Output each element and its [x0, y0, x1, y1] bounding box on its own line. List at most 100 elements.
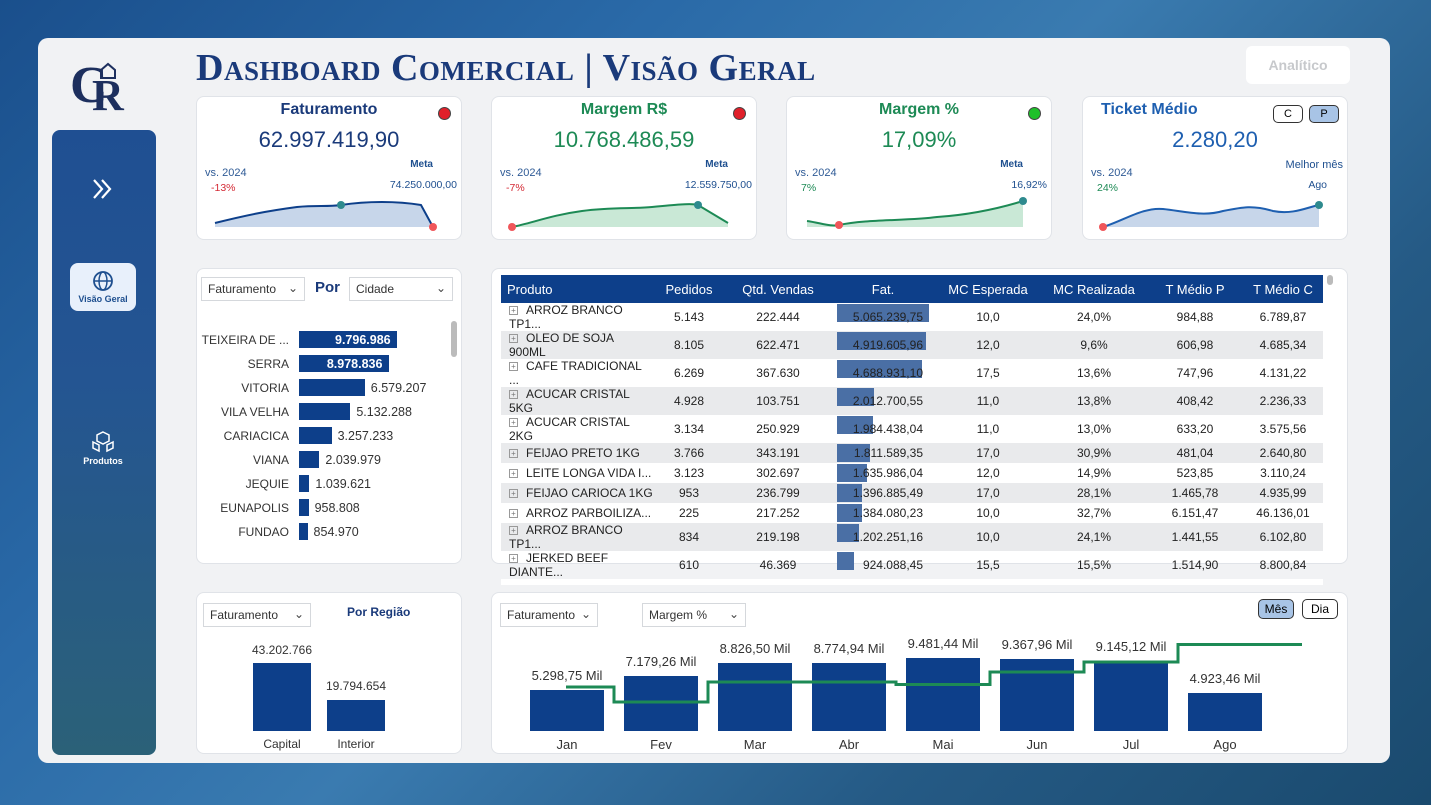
column-header[interactable]: T Médio C — [1243, 275, 1323, 303]
toggle-c-button[interactable]: C — [1273, 105, 1303, 123]
fat-cell: 1.984.438,04 — [831, 415, 935, 443]
fat-databar — [837, 552, 854, 570]
month-axis-label: Fev — [650, 737, 672, 752]
month-bar[interactable] — [812, 663, 886, 731]
column-header[interactable]: Qtd. Vendas — [725, 275, 831, 303]
product-table-panel: Produto Pedidos Qtd. Vendas Fat. MC Esperada… — [491, 268, 1348, 612]
table-row[interactable]: + ACUCAR CRISTAL 5KG 4.928 103.751 2.012.700… — [501, 387, 1323, 415]
column-header[interactable]: Produto — [501, 275, 653, 303]
capital-bar[interactable] — [253, 663, 311, 731]
city-bar — [299, 331, 397, 348]
fat-databar — [837, 388, 874, 406]
table-row[interactable]: + LEITE LONGA VIDA I... 3.123 302.697 1.635.… — [501, 463, 1323, 483]
product-cell: + FEIJAO PRETO 1KG — [501, 443, 653, 463]
table-row[interactable]: + ARROZ PARBOILIZA... 225 217.252 1.384.080,… — [501, 503, 1323, 523]
month-value-label: 9.145,12 Mil — [1095, 638, 1167, 654]
month-bar[interactable] — [1188, 693, 1262, 731]
table-body: + ARROZ BRANCO TP1... 5.143 222.444 5.065.23… — [501, 303, 1323, 582]
cell-value: 1.441,55 — [1147, 523, 1243, 551]
city-bar — [299, 523, 308, 540]
column-header[interactable]: T Médio P — [1147, 275, 1243, 303]
scrollbar-thumb[interactable] — [1327, 275, 1333, 285]
fat-databar — [837, 524, 859, 542]
month-bar[interactable] — [1094, 660, 1168, 731]
cell-value: 2.236,33 — [1243, 387, 1323, 415]
city-row[interactable]: CARIACICA 3.257.233 — [197, 427, 447, 445]
month-axis-label: Mar — [743, 737, 767, 752]
cell-value: 8.105 — [653, 331, 725, 359]
month-bar[interactable] — [906, 658, 980, 731]
column-header[interactable]: Fat. — [831, 275, 935, 303]
expand-chevrons-icon[interactable] — [88, 174, 118, 212]
measure-dropdown[interactable]: Faturamento ⌄ — [203, 603, 311, 627]
fat-databar — [837, 464, 867, 482]
city-row[interactable]: VITORIA 6.579.207 — [197, 379, 447, 397]
dropdown-value: Cidade — [356, 282, 395, 296]
city-row[interactable]: VILA VELHA 5.132.288 — [197, 403, 447, 421]
kpi-ticket-medio-card: Ticket Médio C P 2.280,20 vs. 2024 24% M… — [1082, 96, 1348, 240]
cell-value: 2.640,80 — [1243, 443, 1323, 463]
measure1-dropdown[interactable]: Faturamento ⌄ — [500, 603, 598, 627]
nav-visao-geral[interactable]: Visão Geral — [70, 263, 136, 311]
city-row[interactable]: VIANA 2.039.979 — [197, 451, 447, 469]
toggle-p-button[interactable]: P — [1309, 105, 1339, 123]
interior-value: 19.794.654 — [325, 679, 387, 693]
interior-label: Interior — [337, 737, 375, 751]
city-row[interactable]: JEQUIE 1.039.621 — [197, 475, 447, 493]
city-bar — [299, 427, 332, 444]
product-cell: + OLEO DE SOJA 900ML — [501, 331, 653, 359]
kpi-value: 17,09% — [881, 127, 957, 152]
fat-cell: 1.396.885,49 — [831, 483, 935, 503]
capital-value: 43.202.766 — [251, 643, 313, 657]
svg-text:C: C — [70, 57, 108, 114]
cell-value: 481,04 — [1147, 443, 1243, 463]
city-row[interactable]: SERRA 8.978.836 — [197, 355, 447, 373]
table-row[interactable]: + OLEO DE SOJA 900ML 8.105 622.471 4.919.605… — [501, 331, 1323, 359]
city-bar — [299, 475, 310, 492]
product-cell: + FEIJAO CARIOCA 1KG — [501, 483, 653, 503]
interior-bar[interactable] — [327, 699, 385, 731]
month-bar[interactable] — [718, 663, 792, 731]
cell-value: 606,98 — [1147, 331, 1243, 359]
nav-produtos[interactable]: Produtos — [70, 430, 136, 470]
cell-value: 747,96 — [1176, 366, 1214, 380]
city-row[interactable]: TEIXEIRA DE ... 9.796.986 — [197, 331, 447, 349]
region-panel: Faturamento ⌄ Por Região 43.202.766 19.7… — [196, 592, 462, 754]
toggle-mes-button[interactable]: Mês — [1258, 599, 1294, 619]
page-title: Dashboard Comercial | Visão Geral — [196, 47, 816, 89]
column-header[interactable]: Pedidos — [653, 275, 725, 303]
status-indicator-red — [733, 107, 746, 120]
dimension-dropdown[interactable]: Cidade ⌄ — [349, 277, 453, 301]
table-row[interactable]: + FEIJAO CARIOCA 1KG 953 236.799 1.396.885,4… — [501, 483, 1323, 503]
measure2-dropdown[interactable]: Margem % ⌄ — [642, 603, 746, 627]
scrollbar-thumb[interactable] — [451, 321, 457, 357]
fat-cell: 4.688.931,10 — [831, 359, 935, 387]
table-row[interactable]: + ACUCAR CRISTAL 2KG 3.134 250.929 1.984.438… — [501, 415, 1323, 443]
column-header[interactable]: MC Realizada — [1041, 275, 1147, 303]
city-row[interactable]: EUNAPOLIS 958.808 — [197, 499, 447, 517]
meta-label: Meta — [410, 159, 433, 170]
month-bar[interactable] — [530, 690, 604, 731]
month-value-label: 8.826,50 Mil — [719, 641, 791, 657]
column-header[interactable]: MC Esperada — [935, 275, 1041, 303]
product-name: OLEO DE SOJA 900ML — [509, 331, 614, 359]
meta-label: Meta — [705, 159, 728, 170]
table-row[interactable]: + ARROZ BRANCO TP1... 834 219.198 1.202.251,… — [501, 523, 1323, 551]
table-row[interactable]: + CAFE TRADICIONAL ... 6.269 367.630 4.688.9… — [501, 359, 1323, 387]
month-value-label: 5.298,75 Mil — [531, 668, 603, 684]
nav-produtos-label: Produtos — [83, 456, 123, 466]
fat-value: 4.919.605,96 — [852, 338, 923, 352]
dropdown-value: Faturamento — [208, 282, 277, 296]
city-row[interactable]: FUNDAO 854.970 — [197, 523, 447, 541]
table-row[interactable]: + FEIJAO PRETO 1KG 3.766 343.191 1.811.589,3… — [501, 443, 1323, 463]
table-row[interactable]: + ARROZ BRANCO TP1... 5.143 222.444 5.065.23… — [501, 303, 1323, 331]
cell-value: 32,7% — [1076, 506, 1112, 520]
analitico-button[interactable]: Analítico — [1246, 46, 1350, 84]
table-row[interactable]: + JERKED BEEF DIANTE... 610 46.369 924.088,4… — [501, 551, 1323, 582]
measure-dropdown[interactable]: Faturamento ⌄ — [201, 277, 305, 301]
toggle-dia-button[interactable]: Dia — [1302, 599, 1338, 619]
fat-value: 1.984.438,04 — [852, 422, 923, 436]
month-axis-label: Abr — [838, 737, 860, 752]
fat-value: 4.688.931,10 — [852, 366, 923, 380]
cell-value: 9,6% — [1041, 331, 1147, 359]
